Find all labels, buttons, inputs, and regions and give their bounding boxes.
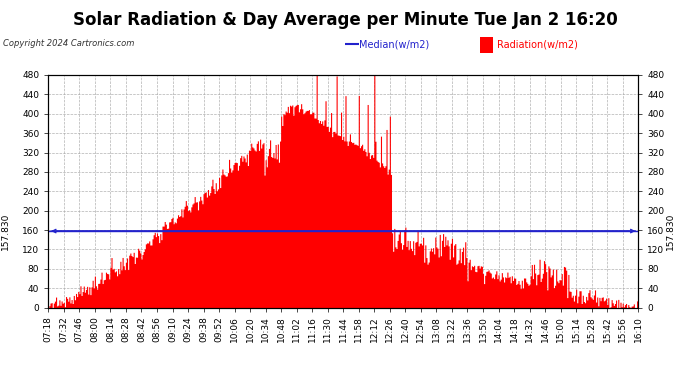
Text: Solar Radiation & Day Average per Minute Tue Jan 2 16:20: Solar Radiation & Day Average per Minute… <box>72 11 618 29</box>
Text: Median(w/m2): Median(w/m2) <box>359 39 429 50</box>
Text: 157.830: 157.830 <box>667 212 676 250</box>
Text: Radiation(w/m2): Radiation(w/m2) <box>497 39 578 50</box>
Text: 157.830: 157.830 <box>1 212 10 250</box>
Text: Copyright 2024 Cartronics.com: Copyright 2024 Cartronics.com <box>3 39 135 48</box>
